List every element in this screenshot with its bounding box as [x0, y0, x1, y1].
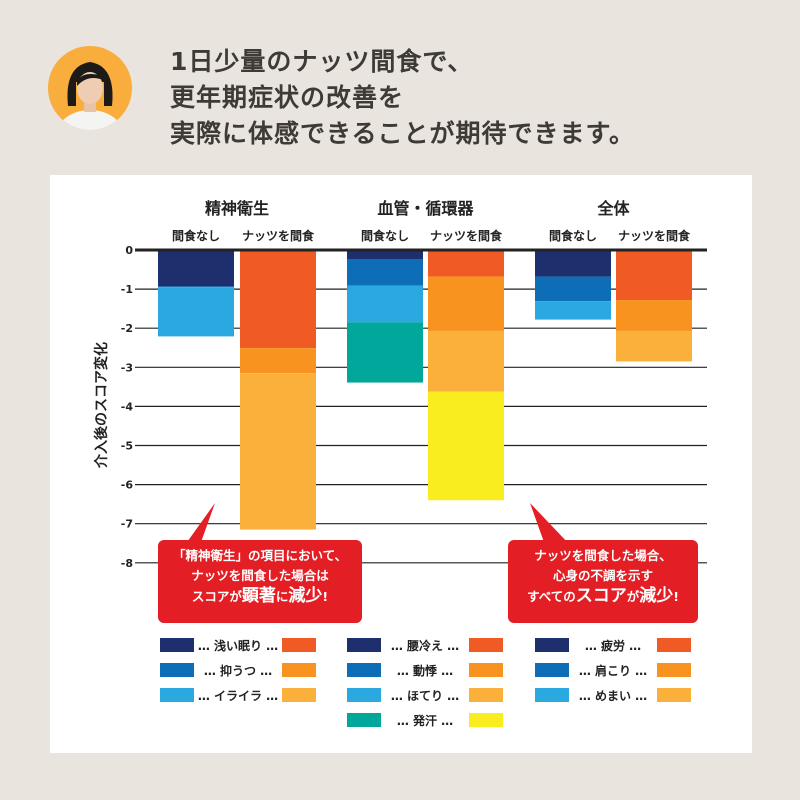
- bar-segment-発汗: [347, 322, 423, 383]
- y-axis-label: 介入後のスコア変化: [93, 342, 110, 469]
- headline: 1日少量のナッツ間食で、 更年期症状の改善を 実際に体感できることが期待できます…: [170, 44, 635, 152]
- legend-swatch-no-snack: [160, 638, 194, 652]
- callout-mental: 「精神衛生」の項目において、 ナッツを間食した場合は スコアが顕著に減少!: [158, 540, 362, 623]
- group-title: 精神衛生: [205, 199, 269, 218]
- y-tick-label: -6: [121, 479, 134, 492]
- legend-label: … めまい …: [579, 689, 647, 703]
- bar-segment-腰冷え: [347, 251, 423, 259]
- bar-category-label: ナッツを間食: [242, 228, 315, 243]
- callout-line: 「精神衛生」の項目において、: [172, 548, 347, 563]
- legend-swatch-nuts: [282, 688, 316, 702]
- legend-swatch-nuts: [469, 663, 503, 677]
- legend-swatch-no-snack: [347, 663, 381, 677]
- bar-category-label: ナッツを間食: [430, 228, 503, 243]
- legend-swatch-no-snack: [160, 663, 194, 677]
- legend-label: … イライラ …: [198, 689, 278, 703]
- bar-segment-イライラ: [240, 373, 316, 530]
- bar-segment-めまい: [535, 301, 611, 320]
- bar-segment-抑うつ: [158, 286, 234, 288]
- callout-text: 減少: [639, 586, 674, 606]
- callout-text: スコアが: [191, 589, 242, 604]
- bar-segment-疲労: [616, 251, 692, 301]
- bar-category-label: 間食なし: [172, 228, 220, 243]
- legend-swatch-no-snack: [347, 638, 381, 652]
- callout-text: が: [626, 589, 640, 604]
- bar-segment-抑うつ: [240, 348, 316, 374]
- legend-swatch-nuts: [469, 688, 503, 702]
- y-tick-label: -1: [121, 283, 133, 296]
- legend-swatch-no-snack: [535, 663, 569, 677]
- legend-label: … 浅い眠り …: [198, 638, 278, 653]
- legend-swatch-nuts: [282, 663, 316, 677]
- callout-text: 顕著: [241, 586, 276, 606]
- legend-swatch-nuts: [657, 663, 691, 677]
- legend-swatch-no-snack: [535, 688, 569, 702]
- bar-segment-浅い眠り: [158, 251, 234, 287]
- callout-text: 減少: [288, 586, 323, 606]
- legend-swatch-no-snack: [347, 688, 381, 702]
- y-tick-label: -7: [121, 518, 133, 531]
- headline-line: 実際に体感できることが期待できます。: [170, 119, 636, 148]
- group-title: 全体: [596, 199, 630, 218]
- y-tick-label: -4: [121, 400, 134, 413]
- callout-line: ナッツを間食した場合、: [534, 548, 672, 563]
- legend-swatch-no-snack: [160, 688, 194, 702]
- bar-segment-肩こり: [535, 276, 611, 302]
- callout-line: すべてのスコアが減少!: [512, 586, 694, 607]
- headline-line: 1日少量のナッツ間食で、: [170, 47, 474, 76]
- bar-segment-腰冷え: [428, 251, 504, 277]
- bar-segment-発汗: [428, 391, 504, 501]
- legend-label: … ほてり …: [391, 689, 459, 703]
- y-tick-label: 0: [125, 244, 133, 257]
- legend-swatch-nuts: [657, 638, 691, 652]
- legend-swatch-no-snack: [535, 638, 569, 652]
- callout-text: すべての: [527, 589, 576, 604]
- legend-label: … 疲労 …: [585, 638, 641, 653]
- avatar: [48, 46, 132, 130]
- bar-category-label: 間食なし: [361, 228, 409, 243]
- headline-line: 更年期症状の改善を: [170, 83, 405, 112]
- bar-category-label: 間食なし: [549, 228, 597, 243]
- bar-segment-肩こり: [616, 300, 692, 331]
- legend-swatch-nuts: [469, 713, 503, 727]
- callout-line: スコアが顕著に減少!: [162, 586, 358, 607]
- callout-text: に: [275, 589, 289, 604]
- legend-swatch-nuts: [282, 638, 316, 652]
- callout-text: スコア: [575, 586, 627, 606]
- person-photo: [56, 62, 124, 130]
- bar-segment-めまい: [616, 330, 692, 362]
- legend-label: … 肩こり …: [579, 663, 647, 678]
- y-tick-label: -8: [121, 557, 133, 570]
- callout-pointer: [530, 503, 570, 545]
- callout-text: !: [673, 589, 679, 604]
- legend-label: … 動悸 …: [397, 663, 453, 678]
- legend-swatch-nuts: [469, 638, 503, 652]
- y-tick-label: -5: [121, 440, 133, 453]
- group-title: 血管・循環器: [377, 199, 474, 218]
- legend-swatch-nuts: [657, 688, 691, 702]
- bar-segment-動悸: [347, 258, 423, 286]
- bar-segment-浅い眠り: [240, 251, 316, 349]
- legend-label: … 発汗 …: [397, 713, 453, 728]
- bar-segment-ほてり: [347, 285, 423, 323]
- callout-line: ナッツを間食した場合は: [191, 568, 329, 583]
- y-tick-label: -2: [121, 322, 133, 335]
- legend-swatch-no-snack: [347, 713, 381, 727]
- bar-segment-ほてり: [428, 330, 504, 392]
- callout-overall: ナッツを間食した場合、 心身の不調を示す すべてのスコアが減少!: [508, 540, 698, 623]
- callout-line: 心身の不調を示す: [552, 568, 653, 583]
- callout-text: !: [322, 589, 329, 604]
- y-tick-label: -3: [121, 361, 133, 374]
- legend-label: … 抑うつ …: [204, 663, 272, 678]
- bar-category-label: ナッツを間食: [618, 228, 691, 243]
- callout-pointer: [185, 503, 215, 545]
- legend-label: … 腰冷え …: [391, 638, 459, 653]
- bar-segment-動悸: [428, 276, 504, 331]
- bar-segment-イライラ: [158, 287, 234, 337]
- bar-segment-疲労: [535, 251, 611, 277]
